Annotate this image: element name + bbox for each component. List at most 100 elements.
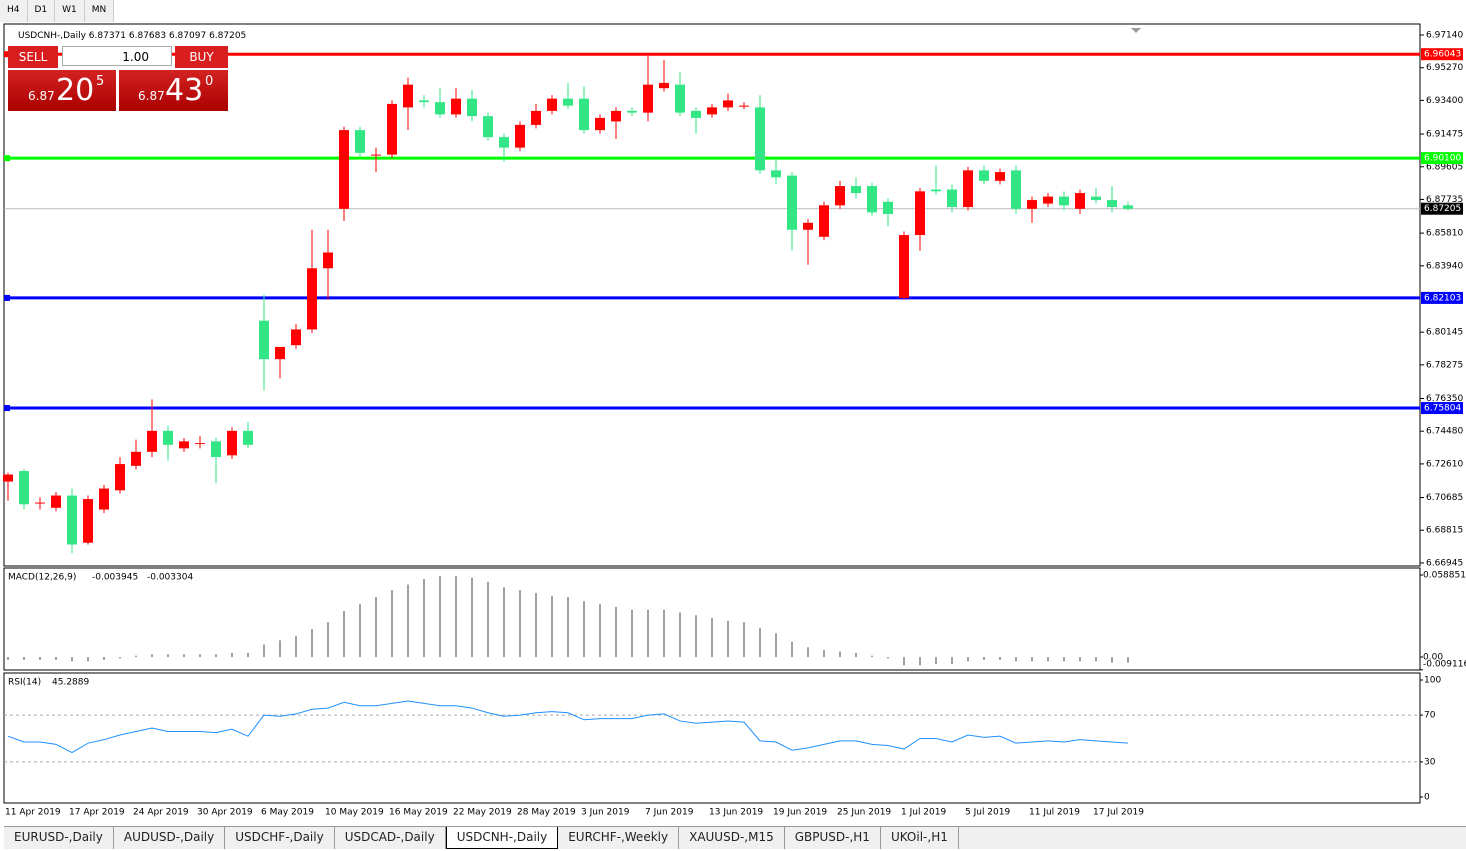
candle-body <box>979 170 989 181</box>
chart-tab[interactable]: USDCHF-,Daily <box>225 827 335 849</box>
candle-body <box>803 222 813 230</box>
y-tick-label: 100 <box>1424 676 1441 686</box>
candle-body <box>83 499 93 543</box>
x-tick-label: 30 Apr 2019 <box>197 808 253 818</box>
buy-button[interactable]: BUY <box>175 46 228 68</box>
y-tick-label: 6.72610 <box>1426 459 1463 469</box>
candle-body <box>579 98 589 131</box>
candle-body <box>35 502 45 504</box>
line-price-label: 6.75804 <box>1424 404 1461 414</box>
quote-prefix: 6.87 <box>28 89 55 103</box>
candle-body <box>547 98 557 111</box>
ohlc-value: 6.87205 <box>209 31 246 41</box>
ohlc-value: 6.87097 <box>169 31 206 41</box>
y-tick-label: -0.009116 <box>1423 660 1466 670</box>
candle-body <box>99 488 109 510</box>
quote-pips: 43 <box>165 73 204 108</box>
chart-tab[interactable]: EURCHF-,Weekly <box>558 827 680 849</box>
y-tick-label: 6.91475 <box>1426 130 1463 140</box>
candle-body <box>819 205 829 237</box>
candle-body <box>163 430 173 445</box>
line-handle <box>4 294 10 301</box>
chart-tabs: EURUSD-,Daily AUDUSD-,Daily USDCHF-,Daily U… <box>4 826 1466 849</box>
timeframe-button[interactable]: D1 <box>28 0 56 22</box>
chart-tab[interactable]: USDCAD-,Daily <box>335 827 446 849</box>
candle-body <box>1043 196 1053 204</box>
buy-quote[interactable]: 6.87 43 0 <box>119 70 228 111</box>
chart-tab[interactable]: GBPUSD-,H1 <box>785 827 881 849</box>
line-price-box <box>1421 402 1463 415</box>
candle-body <box>851 186 861 194</box>
line-price-box <box>1421 291 1463 304</box>
timeframe-button[interactable]: H4 <box>0 0 28 22</box>
timeframe-button[interactable]: W1 <box>55 0 85 22</box>
candle-body <box>659 82 669 89</box>
y-tick-label: 6.66945 <box>1426 558 1463 568</box>
chart-tab[interactable]: EURUSD-,Daily <box>4 827 114 849</box>
chart-tab[interactable]: UKOil-,H1 <box>881 827 959 849</box>
candle-body <box>563 98 573 106</box>
candle-body <box>67 495 77 545</box>
candle-body <box>595 117 605 131</box>
chart-tab[interactable]: USDCNH-,Daily <box>445 827 559 849</box>
sell-button[interactable]: SELL <box>8 46 58 68</box>
x-tick-label: 3 Jun 2019 <box>581 808 630 818</box>
candle-body <box>835 186 845 206</box>
candle-body <box>355 130 365 153</box>
candle-body <box>179 441 189 449</box>
chart-tab[interactable]: XAUUSD-,M15 <box>679 827 785 849</box>
ohlc-value: 6.87683 <box>129 31 166 41</box>
candle-body <box>387 103 397 155</box>
candle-body <box>787 175 797 230</box>
candle-body <box>291 329 301 346</box>
timeframe-button[interactable]: MN <box>85 0 115 22</box>
y-tick-label: 6.83940 <box>1426 261 1463 271</box>
candle-body <box>51 495 61 508</box>
y-tick-label: 6.85810 <box>1426 229 1463 239</box>
rsi-panel <box>3 672 1421 804</box>
candle-body <box>515 124 525 148</box>
candle-body <box>419 100 429 103</box>
x-tick-label: 22 May 2019 <box>453 808 512 818</box>
one-click-trading: SELL 1.00 BUY 6.87 20 5 6.87 43 0 <box>8 46 228 112</box>
candle-body <box>531 110 541 125</box>
candle-body <box>259 320 269 360</box>
candle-body <box>227 430 237 456</box>
candle-body <box>195 443 205 445</box>
candle-body <box>611 110 621 122</box>
candle-body <box>403 84 413 108</box>
candle-body <box>899 235 909 298</box>
y-tick-label: 6.68815 <box>1426 526 1463 536</box>
x-tick-label: 28 May 2019 <box>517 808 576 818</box>
x-tick-label: 5 Jul 2019 <box>965 808 1010 818</box>
symbol: USDCNH-,Daily <box>18 31 87 41</box>
macd-value: -0.003945 <box>92 573 138 583</box>
sell-quote[interactable]: 6.87 20 5 <box>8 70 116 111</box>
line-price-box <box>1421 152 1463 165</box>
candle-body <box>963 170 973 208</box>
quote-pips: 20 <box>56 73 95 108</box>
current-price-label: 6.87205 <box>1424 204 1461 214</box>
chart-tab[interactable]: AUDUSD-,Daily <box>114 827 226 849</box>
candle-body <box>243 430 253 445</box>
quote-fraction: 0 <box>205 74 214 89</box>
candle-body <box>451 98 461 115</box>
candle-body <box>339 130 349 209</box>
lot-input[interactable]: 1.00 <box>62 46 172 66</box>
scroll-marker <box>1131 28 1141 33</box>
chart-title: USDCNH-,Daily 6.87371 6.87683 6.87097 6.… <box>18 31 246 41</box>
candle-body <box>147 430 157 452</box>
rsi-line <box>7 700 1129 754</box>
candle-body <box>1075 193 1085 209</box>
candle-body <box>931 189 941 192</box>
y-tick-label: 6.80145 <box>1426 328 1463 338</box>
candle-body <box>947 189 957 208</box>
y-tick-label: 0 <box>1424 793 1430 803</box>
candle-body <box>1059 196 1069 206</box>
candle-body <box>739 105 749 107</box>
current-price-box <box>1421 202 1463 215</box>
y-tick-label: 6.87735 <box>1426 195 1463 205</box>
candle-body <box>19 471 29 505</box>
x-tick-label: 17 Jul 2019 <box>1093 808 1144 818</box>
